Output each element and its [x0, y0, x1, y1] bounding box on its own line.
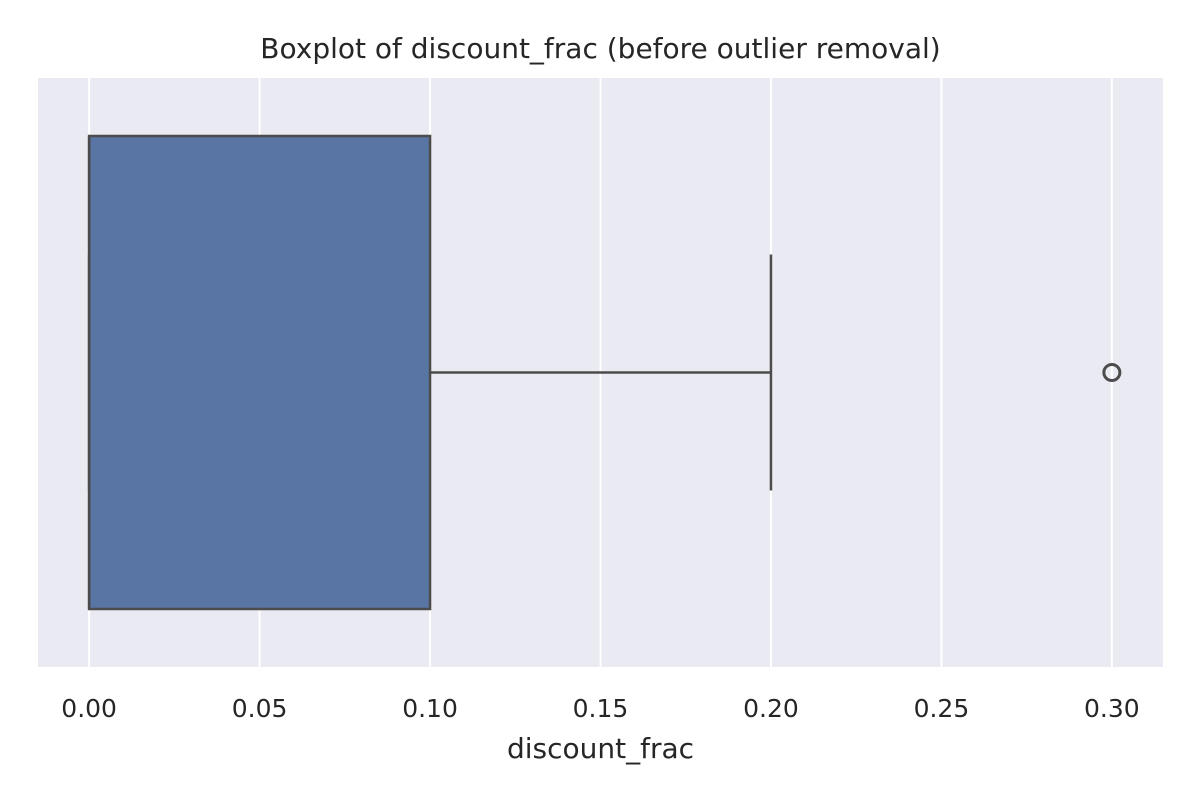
- x-axis-label: discount_frac: [507, 732, 694, 765]
- chart-title: Boxplot of discount_frac (before outlier…: [260, 32, 940, 65]
- x-tick-label: 0.05: [232, 694, 288, 723]
- x-tick-label: 0.15: [573, 694, 629, 723]
- x-tick-label: 0.10: [402, 694, 458, 723]
- x-tick-label: 0.00: [61, 694, 117, 723]
- boxplot-layer: [87, 134, 1122, 611]
- x-tick-labels: 0.00 0.05 0.10 0.15 0.20 0.25 0.30: [61, 694, 1139, 723]
- x-tick-label: 0.20: [743, 694, 799, 723]
- x-tick-label: 0.30: [1084, 694, 1140, 723]
- outlier-point: [1102, 363, 1122, 382]
- iqr-box: [87, 134, 432, 611]
- x-tick-label: 0.25: [914, 694, 970, 723]
